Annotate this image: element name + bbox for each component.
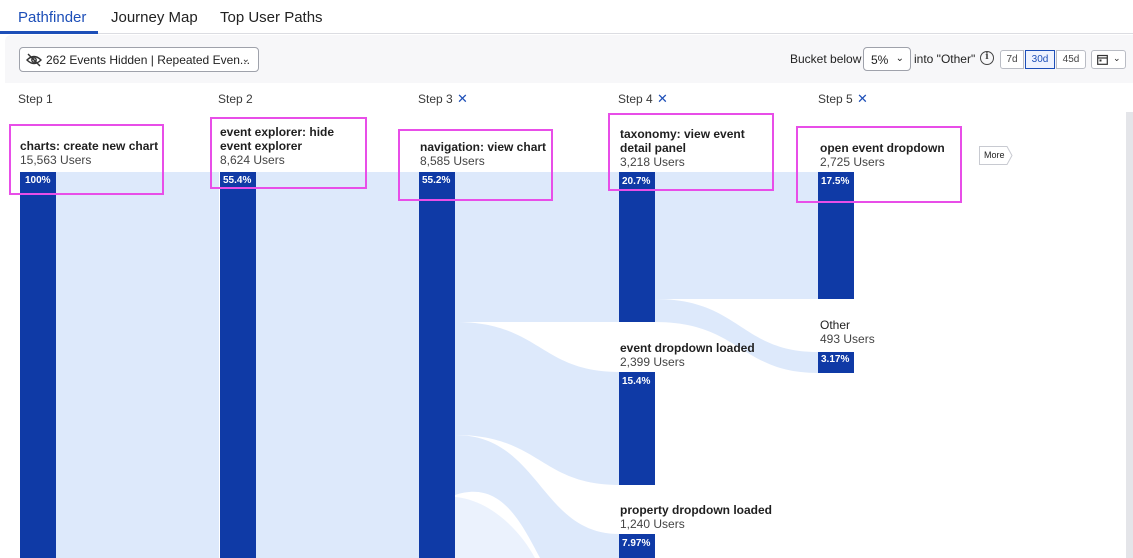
step-5-label: Step 5 bbox=[818, 92, 853, 106]
pct-step5-other: 3.17% bbox=[821, 354, 850, 365]
eye-hidden-icon bbox=[26, 53, 42, 66]
highlight-box bbox=[398, 129, 553, 201]
bar-step4-property-dropdown-loaded bbox=[619, 534, 655, 558]
node-step3-navigation-view-chart[interactable]: navigation: view chart 8,585 Users bbox=[420, 140, 565, 168]
pct-step4-taxonomy: 20.7% bbox=[622, 176, 651, 187]
node-step1-charts-create-new-chart[interactable]: charts: create new chart 15,563 Users bbox=[20, 139, 170, 167]
range-45d-button[interactable]: 45d bbox=[1056, 50, 1086, 69]
pct-step1: 100% bbox=[25, 175, 51, 186]
remove-step-4-icon[interactable]: ✕ bbox=[657, 91, 668, 106]
tab-journey-map[interactable]: Journey Map bbox=[111, 9, 198, 26]
bucket-select[interactable]: 5% ⌄ bbox=[863, 47, 911, 71]
node-step5-open-event-dropdown[interactable]: open event dropdown 2,725 Users bbox=[820, 141, 960, 169]
flow-band bbox=[56, 172, 219, 558]
flow-band bbox=[256, 172, 419, 558]
node-title: taxonomy: view event detail panel bbox=[620, 127, 745, 155]
remove-step-5-icon[interactable]: ✕ bbox=[857, 91, 868, 106]
node-users: 493 Users bbox=[820, 332, 875, 346]
node-users: 8,585 Users bbox=[420, 154, 485, 168]
bar-step2-event-explorer bbox=[220, 172, 256, 558]
node-step4-property-dropdown-loaded[interactable]: property dropdown loaded 1,240 Users bbox=[620, 503, 790, 531]
flow-band bbox=[455, 322, 619, 485]
tab-top-user-paths[interactable]: Top User Paths bbox=[220, 9, 323, 26]
node-title: navigation: view chart bbox=[420, 140, 547, 154]
node-title: event explorer: hide event explorer bbox=[220, 125, 335, 153]
calendar-icon bbox=[1097, 54, 1108, 65]
more-button[interactable]: More bbox=[979, 146, 1013, 165]
chevron-down-icon: ⌄ bbox=[895, 53, 904, 64]
pct-step5-open-event: 17.5% bbox=[821, 176, 850, 187]
flow-band bbox=[455, 497, 535, 558]
range-7d-button[interactable]: 7d bbox=[1000, 50, 1024, 69]
more-button-shape bbox=[979, 146, 1013, 165]
node-title: property dropdown loaded bbox=[620, 503, 772, 517]
pct-step4-event-dropdown: 15.4% bbox=[622, 376, 651, 387]
hidden-events-button[interactable]: 262 Events Hidden | Repeated Even... ⌄ bbox=[19, 47, 259, 72]
node-step4-taxonomy-view-event-detail[interactable]: taxonomy: view event detail panel 3,218 … bbox=[620, 127, 775, 169]
range-30d-button[interactable]: 30d bbox=[1025, 50, 1055, 69]
step-1-label: Step 1 bbox=[18, 92, 53, 106]
bar-step3-navigation-view-chart bbox=[419, 172, 455, 558]
node-title: event dropdown loaded bbox=[620, 341, 755, 355]
bar-step4-taxonomy bbox=[619, 172, 655, 322]
active-tab-indicator bbox=[0, 31, 98, 34]
bar-step5-other bbox=[818, 352, 854, 373]
node-title: Other bbox=[820, 318, 851, 332]
node-step2-event-explorer-hide[interactable]: event explorer: hide event explorer 8,62… bbox=[220, 125, 365, 167]
step-4-label: Step 4 bbox=[618, 92, 653, 106]
node-users: 1,240 Users bbox=[620, 517, 685, 531]
flow-band bbox=[455, 435, 619, 558]
more-label: More bbox=[984, 150, 1005, 160]
bucket-label: Bucket below bbox=[790, 52, 862, 66]
chevron-down-icon: ⌄ bbox=[241, 54, 250, 65]
remove-step-3-icon[interactable]: ✕ bbox=[457, 91, 468, 106]
highlight-box bbox=[210, 117, 367, 189]
tab-bar: Pathfinder Journey Map Top User Paths bbox=[0, 0, 1133, 34]
highlight-box bbox=[9, 124, 164, 195]
node-users: 8,624 Users bbox=[220, 153, 285, 167]
hidden-events-label: 262 Events Hidden | Repeated Even... bbox=[46, 52, 250, 67]
info-icon[interactable]: i bbox=[980, 51, 994, 65]
pct-step4-property-dropdown: 7.97% bbox=[622, 538, 651, 549]
pct-step2: 55.4% bbox=[223, 175, 252, 186]
tab-pathfinder[interactable]: Pathfinder bbox=[18, 9, 87, 26]
calendar-button[interactable]: ⌄ bbox=[1091, 50, 1126, 69]
bar-step1-charts-create-new-chart bbox=[20, 172, 56, 558]
bar-step4-event-dropdown-loaded bbox=[619, 372, 655, 485]
node-title: charts: create new chart bbox=[20, 139, 159, 153]
highlight-box bbox=[796, 126, 962, 203]
node-title: open event dropdown bbox=[820, 141, 945, 155]
flow-band bbox=[455, 172, 619, 322]
highlight-box bbox=[608, 113, 774, 191]
node-users: 2,725 Users bbox=[820, 155, 885, 169]
into-other-label: into "Other" bbox=[914, 52, 976, 66]
pct-step3: 55.2% bbox=[422, 175, 451, 186]
toolbar: 262 Events Hidden | Repeated Even... ⌄ B… bbox=[5, 35, 1133, 83]
vertical-scrollbar[interactable] bbox=[1126, 112, 1133, 558]
node-users: 15,563 Users bbox=[20, 153, 92, 167]
node-users: 2,399 Users bbox=[620, 355, 685, 369]
node-users: 3,218 Users bbox=[620, 155, 685, 169]
chevron-down-icon: ⌄ bbox=[1113, 53, 1121, 63]
node-step5-other[interactable]: Other 493 Users bbox=[820, 318, 900, 346]
pathfinder-flow-diagram bbox=[20, 172, 854, 558]
bar-step5-open-event-dropdown bbox=[818, 172, 854, 299]
node-step4-event-dropdown-loaded[interactable]: event dropdown loaded 2,399 Users bbox=[620, 341, 780, 369]
step-2-label: Step 2 bbox=[218, 92, 253, 106]
flow-band bbox=[655, 172, 818, 299]
flow-band bbox=[655, 299, 818, 373]
bucket-value: 5% bbox=[871, 53, 889, 67]
step-3-label: Step 3 bbox=[418, 92, 453, 106]
